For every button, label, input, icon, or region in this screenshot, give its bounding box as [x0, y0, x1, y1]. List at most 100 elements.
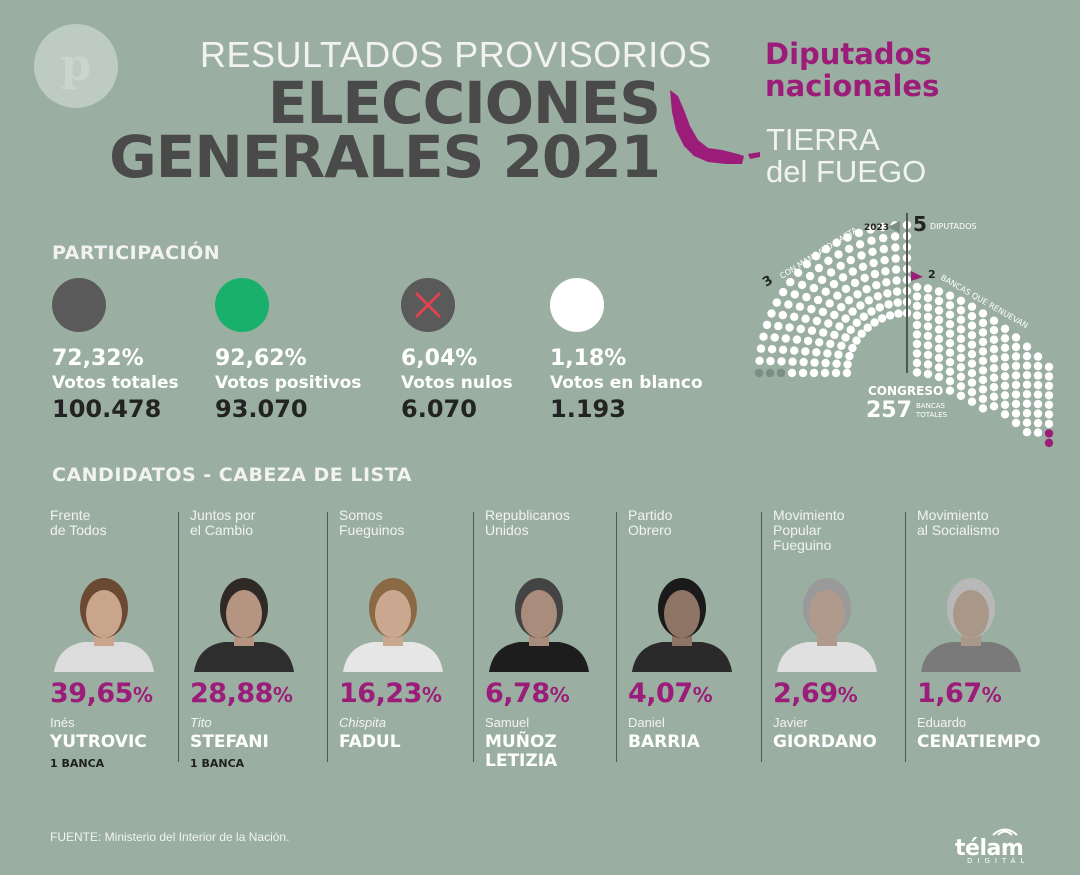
candidate-last-name: GIORDANO	[773, 732, 877, 752]
congress-seat	[832, 359, 841, 368]
congress-seat	[1033, 361, 1043, 371]
candidate-percent-value: 16,23	[339, 678, 422, 709]
congress-seat	[1011, 418, 1021, 428]
congress-seat	[824, 256, 833, 265]
congress-seat	[1011, 380, 1021, 390]
congress-seat	[875, 303, 884, 312]
congress-seat	[799, 357, 808, 367]
congress-seat	[1044, 438, 1054, 448]
congress-seat	[837, 341, 846, 350]
congress-seat	[967, 350, 977, 359]
candidate-percent-sign: %	[837, 683, 858, 707]
congress-seat	[879, 244, 888, 254]
congress-seat	[880, 256, 889, 265]
congress-seat	[852, 318, 861, 327]
mandato-text: CON MANDATO HASTA	[778, 225, 859, 280]
congress-seat	[923, 350, 933, 360]
congress-seat	[844, 244, 854, 253]
congress-seat	[818, 307, 828, 317]
candidate-card: Somos Fueguinos 16,23% Chispita FADUL	[339, 508, 483, 768]
congress-seat	[978, 309, 988, 318]
congress-seat	[956, 344, 966, 353]
candidate-divider	[761, 512, 762, 762]
congress-seat	[967, 302, 977, 311]
congress-seat	[784, 300, 793, 309]
congress-seat	[934, 306, 944, 315]
province-line-2: del FUEGO	[766, 154, 927, 189]
candidate-percent-sign: %	[132, 683, 153, 707]
participation-item-blank: 1,18% Votos en blanco 1.193	[550, 278, 730, 423]
congress-seat	[834, 250, 843, 259]
congress-seat	[801, 314, 810, 323]
congress-seat	[934, 363, 944, 372]
candidate-seats: 1 BANCA	[190, 757, 245, 770]
congress-seat	[1000, 343, 1010, 352]
source-note: FUENTE: Ministerio del Interior de la Na…	[50, 830, 290, 844]
congress-seat	[821, 244, 831, 254]
congress-seat	[956, 296, 966, 305]
congress-seat	[774, 321, 783, 331]
category-line-1: Diputados	[765, 37, 932, 71]
congress-total-text-1: BANCAS	[916, 402, 946, 410]
congress-seat	[934, 334, 944, 344]
congress-seat	[834, 350, 843, 359]
congress-seat	[879, 233, 888, 243]
congress-seat	[857, 329, 866, 338]
congress-seat	[813, 295, 823, 305]
candidate-card: Movimiento Popular Fueguino 2,69% Javier GI…	[773, 508, 917, 768]
congress-seat	[923, 303, 933, 312]
candidate-photo	[489, 578, 589, 672]
congress-seat	[956, 363, 966, 372]
congress-seat	[881, 267, 890, 276]
candidate-divider	[905, 512, 906, 762]
candidate-percent-sign: %	[421, 683, 442, 707]
congress-seat	[848, 307, 857, 316]
congress-seat	[1022, 352, 1032, 361]
congress-seat	[842, 368, 852, 378]
participation-item-null: 6,04% Votos nulos 6.070	[401, 278, 581, 423]
congress-seat	[967, 331, 977, 340]
congress-seat	[923, 341, 933, 350]
congress-seat	[1022, 380, 1032, 389]
congress-seat	[934, 296, 944, 306]
congress-seat	[772, 298, 781, 307]
congress-seat	[854, 228, 864, 238]
congress-seat	[826, 339, 835, 349]
congress-seat	[843, 360, 852, 369]
congress-seat	[1044, 400, 1054, 410]
participation-label: Votos positivos	[215, 373, 362, 393]
participation-label: Votos totales	[52, 373, 179, 393]
candidate-party: Partido Obrero	[628, 507, 673, 538]
congress-seat	[978, 318, 988, 328]
congress-seat	[805, 271, 815, 281]
candidate-percent: 4,07%	[628, 678, 772, 709]
candidate-first-name: Tito	[190, 715, 212, 730]
congress-seat	[1044, 381, 1054, 391]
candidate-card: Movimiento al Socialismo 1,67% Eduardo CENA…	[917, 508, 1061, 768]
congress-seat	[923, 293, 933, 303]
congress-seat	[934, 325, 944, 334]
congress-seat	[837, 303, 846, 312]
congress-seat	[832, 238, 841, 247]
mandato-count: 3	[760, 273, 776, 291]
congress-seat	[892, 276, 901, 285]
congress-seat	[846, 256, 855, 265]
congress-seat	[956, 325, 966, 334]
congress-seat	[1011, 333, 1021, 342]
congress-seat	[989, 383, 999, 392]
congress-seat	[1044, 372, 1054, 381]
congress-seat	[766, 356, 775, 366]
congress-seat	[1011, 409, 1021, 418]
congress-seat	[923, 360, 933, 369]
candidates-heading: CANDIDATOS - CABEZA DE LISTA	[52, 464, 412, 486]
congress-seat	[945, 329, 955, 338]
title-line-2: GENERALES 2021	[109, 123, 661, 191]
congress-seat	[1033, 418, 1043, 428]
congress-seat	[860, 273, 869, 283]
congress-seat	[989, 373, 999, 382]
congress-seat	[1033, 371, 1043, 380]
congress-seat	[796, 324, 805, 334]
telam-brand: télam	[955, 836, 1024, 861]
candidate-card: Republicanos Unidos 6,78% Samuel MUÑOZ LETI…	[485, 508, 629, 771]
congress-seat	[967, 321, 977, 330]
